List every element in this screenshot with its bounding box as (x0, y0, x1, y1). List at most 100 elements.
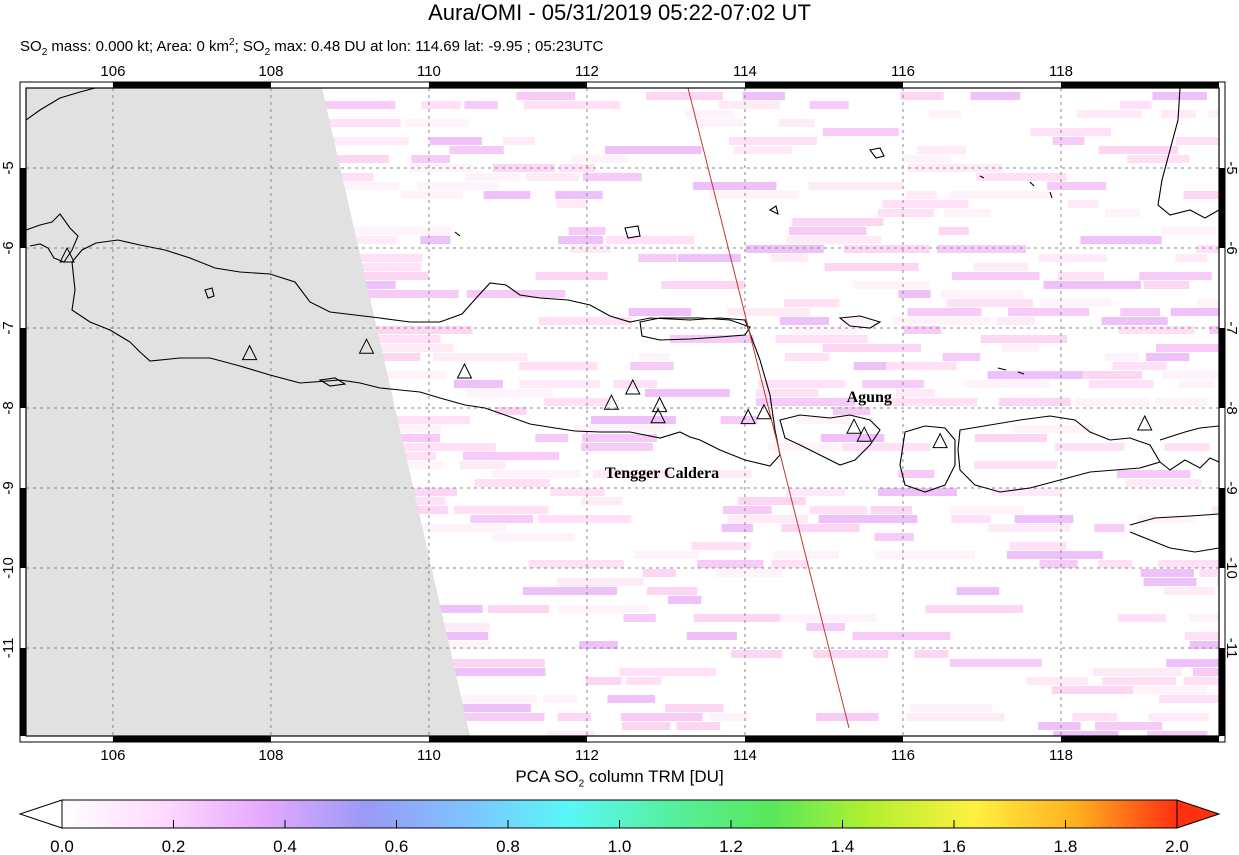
so2-pixel (758, 380, 845, 388)
so2-pixel (721, 524, 753, 532)
frame-bar-top (744, 82, 903, 88)
volcano-triangle-icon (1136, 414, 1153, 431)
coast-flores (1159, 425, 1219, 441)
so2-pixel (906, 713, 1005, 721)
so2-pixel (862, 380, 924, 388)
so2-pixel (429, 137, 482, 145)
volcano-triangle-icon (241, 344, 258, 361)
volcano-triangle-icon (456, 362, 473, 379)
so2-pixel (1166, 659, 1219, 667)
so2-pixel (781, 524, 860, 532)
so2-pixel (556, 200, 588, 208)
so2-pixel (1039, 560, 1078, 568)
so2-pixel (1143, 281, 1190, 289)
volcano-triangle-icon (932, 432, 948, 449)
so2-pixel (558, 164, 596, 172)
so2-pixel (950, 506, 1024, 514)
so2-pixel (449, 146, 504, 154)
so2-pixel (1089, 380, 1154, 388)
so2-pixel (925, 605, 1023, 613)
so2-pixel (1008, 308, 1090, 316)
so2-pixel (832, 407, 871, 415)
so2-pixel (691, 542, 751, 550)
so2-pixel (385, 371, 446, 379)
so2-pixel (1119, 101, 1152, 109)
so2-pixel (946, 299, 1033, 307)
so2-pixel (1148, 713, 1209, 721)
so2-pixel (550, 488, 605, 496)
so2-pixel (420, 236, 451, 244)
so2-pixel (525, 173, 579, 181)
lat-tick-label-left: -6 (0, 241, 17, 254)
so2-pixel (445, 632, 489, 640)
so2-pixel (581, 443, 653, 451)
so2-pixel (1211, 506, 1219, 514)
frame-bar-left (20, 488, 26, 568)
colorbar-tick-label: 1.8 (1054, 837, 1078, 855)
so2-pixel (537, 515, 632, 523)
so2-pixel (1192, 668, 1219, 676)
so2-pixel (1170, 308, 1219, 316)
so2-pixel (1038, 722, 1081, 730)
so2-pixel (907, 308, 982, 316)
so2-pixel (558, 236, 604, 244)
so2-pixel (630, 362, 674, 370)
so2-pixel (988, 524, 1071, 532)
lat-tick-label-right: -5 (1223, 161, 1239, 174)
so2-pixel (937, 245, 1026, 253)
so2-pixel (733, 146, 793, 154)
so2-pixel (1155, 398, 1209, 406)
lon-tick-label-top: 118 (1049, 63, 1073, 80)
frame-bar-left (20, 328, 26, 408)
frame-bar-left (20, 648, 26, 736)
so2-pixel (882, 200, 969, 208)
lat-tick-label-left: -10 (0, 557, 17, 579)
coastlines (26, 88, 1219, 553)
so2-pixel (685, 110, 735, 118)
so2-pixel (492, 533, 575, 541)
so2-pixel (1196, 299, 1219, 307)
so2-pixel (528, 560, 624, 568)
volcano-triangle-icon (603, 394, 620, 410)
so2-retrieval-pixels (323, 92, 1219, 736)
so2-pixel (1145, 353, 1190, 361)
so2-pixel (1052, 137, 1085, 145)
so2-pixel (940, 290, 1024, 298)
so2-pixel (1196, 245, 1219, 253)
so2-pixel (951, 515, 991, 523)
so2-pixel (1105, 209, 1141, 217)
axis-tick-labels: 106 106 108 108 110 110 112 112 114 114 116 116 118 1… (0, 63, 1239, 764)
colorbar-tick-label: 0.8 (496, 837, 520, 855)
so2-pixel (1057, 272, 1104, 280)
so2-pixel (569, 245, 611, 253)
so2-pixel (583, 173, 642, 181)
so2-pixel (1077, 110, 1142, 118)
colorbar-ticks: 0.0 0.2 0.4 0.6 0.8 1.0 1.2 1.4 1.6 1.8 2.0 (50, 820, 1189, 855)
so2-pixel (808, 182, 904, 190)
so2-pixel (447, 641, 491, 649)
colorbar-tick-label: 2.0 (1165, 837, 1189, 855)
so2-pixel (1094, 524, 1125, 532)
so2-pixel (459, 695, 537, 703)
volcano-label: Agung (847, 389, 892, 406)
lat-tick-label-right: -7 (1223, 321, 1239, 334)
volcano-triangle-icon (59, 246, 75, 263)
so2-pixel (1092, 668, 1182, 676)
so2-pixel (571, 155, 629, 163)
so2-pixel (518, 362, 598, 370)
so2-pixel (708, 713, 749, 721)
colorbar-tick-label: 0.0 (50, 837, 74, 855)
lon-tick-label-top: 108 (258, 63, 283, 80)
so2-pixel (621, 722, 671, 730)
frame-bar-left (20, 168, 26, 248)
lon-tick-label-bottom: 116 (891, 747, 915, 764)
so2-pixel (820, 434, 885, 442)
so2-pixel (633, 551, 700, 559)
so2-pixel (574, 425, 666, 433)
so2-pixel (523, 587, 618, 595)
so2-pixel (775, 335, 868, 343)
lat-tick-label-left: -7 (0, 321, 17, 334)
so2-pixel (1175, 254, 1208, 262)
coast-madura (639, 317, 751, 341)
so2-pixel (362, 272, 429, 280)
